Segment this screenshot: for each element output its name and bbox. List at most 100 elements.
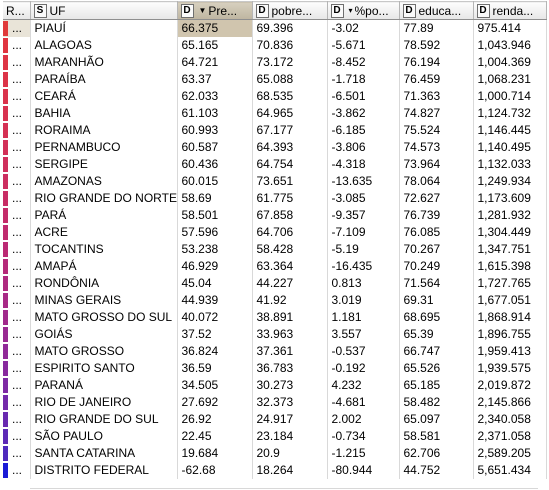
renda-cell[interactable]: 1,615.398 [473,258,547,275]
table-row[interactable]: ... PERNAMBUCO 60.587 64.393 -3.806 74.573 1,1… [3,139,547,156]
row-number-cell[interactable]: ... [3,428,31,445]
renda-cell[interactable]: 1,677.051 [473,292,547,309]
educa-cell[interactable]: 76.739 [399,207,474,224]
pobre-cell[interactable]: 64.706 [252,224,328,241]
uf-cell[interactable]: MATO GROSSO DO SUL [30,309,178,326]
renda-cell[interactable]: 2,019.872 [473,377,547,394]
uf-cell[interactable]: RORAIMA [30,122,178,139]
row-number-cell[interactable]: ... [3,326,31,343]
educa-cell[interactable]: 58.581 [399,428,474,445]
pobre-cell[interactable]: 38.891 [252,309,328,326]
pobre-cell[interactable]: 63.364 [252,258,328,275]
pre-cell[interactable]: 19.684 [177,445,253,462]
table-row[interactable]: ... ACRE 57.596 64.706 -7.109 76.085 1,304.449 [3,224,547,241]
educa-cell[interactable]: 70.249 [399,258,474,275]
renda-cell[interactable]: 975.414 [473,19,547,37]
educa-cell[interactable]: 71.363 [399,88,474,105]
uf-cell[interactable]: RIO GRANDE DO SUL [30,411,178,428]
pobre-cell[interactable]: 33.963 [252,326,328,343]
pre-cell[interactable]: 26.92 [177,411,253,428]
row-number-cell[interactable]: ... [3,309,31,326]
row-number-cell[interactable]: ... [3,190,31,207]
row-number-cell[interactable]: ... [3,224,31,241]
educa-cell[interactable]: 78.592 [399,37,474,54]
educa-cell[interactable]: 74.573 [399,139,474,156]
educa-cell[interactable]: 78.064 [399,173,474,190]
pobre-cell[interactable]: 70.836 [252,37,328,54]
percent-po-cell[interactable]: 3.019 [327,292,400,309]
pre-cell[interactable]: 61.103 [177,105,253,122]
pobre-cell[interactable]: 30.273 [252,377,328,394]
uf-cell[interactable]: SERGIPE [30,156,178,173]
pobre-cell[interactable]: 32.373 [252,394,328,411]
educa-cell[interactable]: 65.39 [399,326,474,343]
pobre-cell[interactable]: 65.088 [252,71,328,88]
table-row[interactable]: ... CEARÁ 62.033 68.535 -6.501 71.363 1,000.71… [3,88,547,105]
percent-po-cell[interactable]: 1.181 [327,309,400,326]
pobre-cell[interactable]: 67.858 [252,207,328,224]
percent-po-cell[interactable]: -1.718 [327,71,400,88]
uf-cell[interactable]: ESPIRITO SANTO [30,360,178,377]
pre-cell[interactable]: 62.033 [177,88,253,105]
pre-cell[interactable]: 66.375 [177,19,253,37]
renda-cell[interactable]: 1,146.445 [473,122,547,139]
percent-po-cell[interactable]: -16.435 [327,258,400,275]
pobre-cell[interactable]: 73.172 [252,54,328,71]
pobre-cell[interactable]: 41.92 [252,292,328,309]
renda-cell[interactable]: 1,249.934 [473,173,547,190]
renda-cell[interactable]: 1,868.914 [473,309,547,326]
pre-cell[interactable]: 45.04 [177,275,253,292]
uf-cell[interactable]: RIO GRANDE DO NORTE [30,190,178,207]
uf-cell[interactable]: BAHIA [30,105,178,122]
percent-po-cell[interactable]: -8.452 [327,54,400,71]
pobre-cell[interactable]: 23.184 [252,428,328,445]
uf-cell[interactable]: PARANÁ [30,377,178,394]
row-number-cell[interactable]: ... [3,258,31,275]
renda-cell[interactable]: 1,347.751 [473,241,547,258]
renda-cell[interactable]: 1,124.732 [473,105,547,122]
uf-cell[interactable]: AMAPÁ [30,258,178,275]
row-number-cell[interactable]: ... [3,343,31,360]
educa-cell[interactable]: 65.185 [399,377,474,394]
percent-po-cell[interactable]: -13.635 [327,173,400,190]
table-row[interactable]: ... PARANÁ 34.505 30.273 4.232 65.185 2,019.87… [3,377,547,394]
table-row[interactable]: ... ESPIRITO SANTO 36.59 36.783 -0.192 65.526… [3,360,547,377]
column-header-percent-po[interactable]: D ▾ %po... [327,1,400,20]
percent-po-cell[interactable]: -9.357 [327,207,400,224]
pre-cell[interactable]: 57.596 [177,224,253,241]
pre-cell[interactable]: 40.072 [177,309,253,326]
educa-cell[interactable]: 73.964 [399,156,474,173]
percent-po-cell[interactable]: -4.681 [327,394,400,411]
educa-cell[interactable]: 76.459 [399,71,474,88]
table-row[interactable]: ... AMAZONAS 60.015 73.651 -13.635 78.064 1,24… [3,173,547,190]
pobre-cell[interactable]: 64.393 [252,139,328,156]
pre-cell[interactable]: 36.59 [177,360,253,377]
pre-cell[interactable]: 53.238 [177,241,253,258]
educa-cell[interactable]: 76.085 [399,224,474,241]
pobre-cell[interactable]: 24.917 [252,411,328,428]
row-number-cell[interactable]: ... [3,71,31,88]
table-row[interactable]: ... PARAÍBA 63.37 65.088 -1.718 76.459 1,068.2… [3,71,547,88]
renda-cell[interactable]: 2,371.058 [473,428,547,445]
uf-cell[interactable]: TOCANTINS [30,241,178,258]
row-number-cell[interactable]: ... [3,122,31,139]
row-number-cell[interactable]: ... [3,445,31,462]
renda-cell[interactable]: 1,043.946 [473,37,547,54]
table-row[interactable]: ... GOIÁS 37.52 33.963 3.557 65.39 1,896.755 [3,326,547,343]
educa-cell[interactable]: 69.31 [399,292,474,309]
pobre-cell[interactable]: 37.361 [252,343,328,360]
pre-cell[interactable]: 44.939 [177,292,253,309]
pobre-cell[interactable]: 64.754 [252,156,328,173]
table-row[interactable]: ... SÃO PAULO 22.45 23.184 -0.734 58.581 2,371… [3,428,547,445]
renda-cell[interactable]: 2,589.205 [473,445,547,462]
uf-cell[interactable]: PARAÍBA [30,71,178,88]
pre-cell[interactable]: 64.721 [177,54,253,71]
pre-cell[interactable]: 65.165 [177,37,253,54]
column-header-row-number[interactable]: R... [3,1,31,20]
pobre-cell[interactable]: 36.783 [252,360,328,377]
percent-po-cell[interactable]: -0.537 [327,343,400,360]
renda-cell[interactable]: 1,132.033 [473,156,547,173]
educa-cell[interactable]: 62.706 [399,445,474,462]
renda-cell[interactable]: 1,068.231 [473,71,547,88]
pobre-cell[interactable]: 64.965 [252,105,328,122]
